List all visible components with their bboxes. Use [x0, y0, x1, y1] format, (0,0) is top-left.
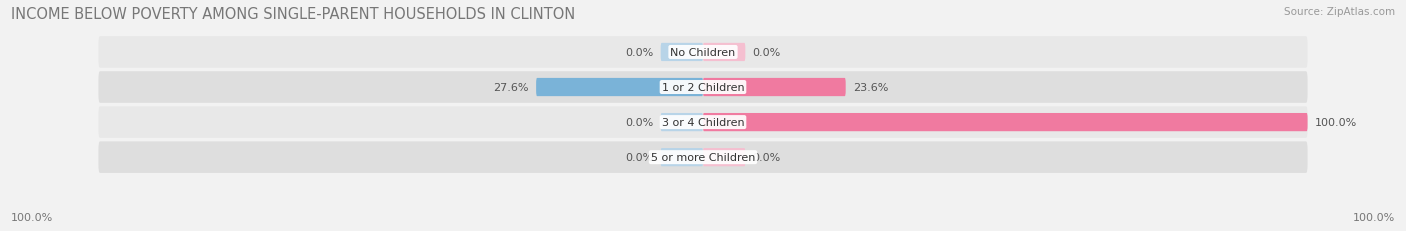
FancyBboxPatch shape [703, 148, 745, 167]
FancyBboxPatch shape [703, 44, 745, 62]
FancyBboxPatch shape [703, 113, 1308, 132]
Text: 3 or 4 Children: 3 or 4 Children [662, 118, 744, 128]
Text: 0.0%: 0.0% [626, 152, 654, 162]
Text: 27.6%: 27.6% [494, 83, 529, 93]
Text: No Children: No Children [671, 48, 735, 58]
Text: 100.0%: 100.0% [11, 212, 53, 222]
Text: Source: ZipAtlas.com: Source: ZipAtlas.com [1284, 7, 1395, 17]
Text: 0.0%: 0.0% [752, 48, 780, 58]
Text: 0.0%: 0.0% [626, 48, 654, 58]
Text: INCOME BELOW POVERTY AMONG SINGLE-PARENT HOUSEHOLDS IN CLINTON: INCOME BELOW POVERTY AMONG SINGLE-PARENT… [11, 7, 575, 22]
FancyBboxPatch shape [661, 44, 703, 62]
Text: 100.0%: 100.0% [1315, 118, 1357, 128]
FancyBboxPatch shape [661, 113, 703, 132]
Text: 23.6%: 23.6% [853, 83, 889, 93]
FancyBboxPatch shape [98, 142, 1308, 173]
Text: 0.0%: 0.0% [626, 118, 654, 128]
FancyBboxPatch shape [536, 79, 703, 97]
Text: 5 or more Children: 5 or more Children [651, 152, 755, 162]
FancyBboxPatch shape [98, 107, 1308, 138]
Text: 1 or 2 Children: 1 or 2 Children [662, 83, 744, 93]
FancyBboxPatch shape [98, 37, 1308, 68]
FancyBboxPatch shape [703, 79, 845, 97]
Text: 0.0%: 0.0% [752, 152, 780, 162]
Text: 100.0%: 100.0% [1353, 212, 1395, 222]
FancyBboxPatch shape [661, 148, 703, 167]
FancyBboxPatch shape [98, 72, 1308, 103]
